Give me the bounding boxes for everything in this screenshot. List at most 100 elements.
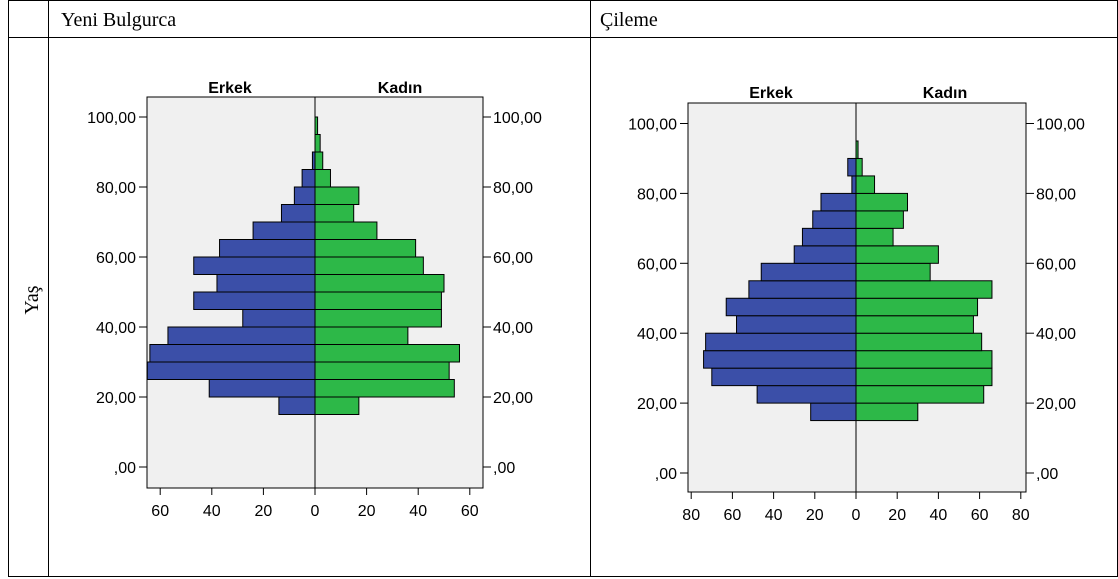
y-tick-label-right: 60,00 [493, 250, 533, 267]
bar-female [314, 379, 455, 398]
y-tick-label-left: 20,00 [637, 396, 677, 413]
female-label: Kadın [923, 85, 967, 102]
bar-female [855, 280, 993, 299]
bar-female [314, 309, 442, 328]
bar-female [314, 326, 409, 345]
y-tick-label-left: ,00 [114, 460, 136, 477]
bar-male [208, 379, 316, 398]
bar-female [314, 256, 424, 275]
x-tick-label: 40 [203, 503, 221, 520]
bar-male [756, 385, 857, 404]
y-tick-label-left: 20,00 [96, 390, 136, 407]
y-tick-label-right: 40,00 [493, 320, 533, 337]
y-tick-label-left: 40,00 [96, 320, 136, 337]
bar-male [193, 256, 316, 275]
bar-female [855, 157, 863, 177]
y-tick-label-left: 100,00 [87, 110, 136, 127]
bar-male [812, 210, 857, 229]
x-tick-label: 60 [724, 507, 742, 524]
bar-male [703, 350, 857, 369]
x-tick-label: 0 [852, 507, 861, 524]
bar-male [847, 157, 857, 177]
y-tick-label-right: 60,00 [1036, 256, 1076, 273]
x-tick-label: 60 [151, 503, 169, 520]
x-tick-label: 40 [409, 503, 427, 520]
population-pyramid-yeni-bulgurca: ,00 ,00 20,00 20,00 40,00 40,00 60,00 60,00 80,0… [87, 80, 542, 520]
male-label: Erkek [208, 80, 252, 97]
bar-female [314, 239, 417, 258]
y-tick-label-right: 20,00 [1036, 396, 1076, 413]
y-tick-label-right: 100,00 [1036, 117, 1085, 134]
y-tick-label-right: 80,00 [1036, 186, 1076, 203]
bar-female [855, 350, 993, 369]
axes: ,00 ,00 20,00 20,00 40,00 40,00 60,00 60,00 80,0… [87, 97, 542, 520]
bar-female [314, 291, 442, 310]
bar-male [736, 315, 857, 334]
bar-male [278, 396, 316, 415]
x-tick-label: 40 [765, 507, 783, 524]
bar-female [314, 151, 324, 170]
x-tick-label: 80 [682, 507, 700, 524]
bar-female [855, 192, 908, 212]
male-label: Erkek [749, 85, 793, 102]
bar-male [219, 239, 316, 258]
bar-male [705, 332, 857, 352]
y-tick-label-left: 100,00 [628, 117, 677, 134]
y-tick-label-right: 80,00 [493, 180, 533, 197]
bar-male [793, 245, 857, 264]
bar-male [149, 344, 316, 363]
x-tick-label: 0 [311, 503, 320, 520]
x-tick-label: 20 [888, 507, 906, 524]
y-tick-label-right: ,00 [1036, 466, 1058, 483]
x-tick-label: 40 [930, 507, 948, 524]
bar-female [855, 245, 939, 264]
bar-female [314, 221, 378, 240]
bar-female [314, 169, 331, 188]
bar-female [314, 134, 321, 153]
bar-male [252, 221, 316, 240]
bar-male [851, 175, 857, 194]
row-label-age: Yaş [21, 285, 43, 314]
bars [703, 140, 993, 422]
y-tick-label-right: 20,00 [493, 390, 533, 407]
y-tick-label-right: 40,00 [1036, 326, 1076, 343]
bar-male [242, 309, 316, 328]
header-right-label: Çileme [600, 9, 658, 31]
bar-female [855, 262, 931, 282]
bar-female [314, 274, 445, 293]
bar-female [314, 396, 360, 415]
x-tick-label: 20 [358, 503, 376, 520]
bar-male [167, 326, 316, 345]
axes: ,00 ,00 20,00 20,00 40,00 40,00 60,00 60,00 80,0… [628, 103, 1085, 524]
bar-female [855, 175, 876, 194]
y-tick-label-left: 80,00 [96, 180, 136, 197]
header-left-label: Yeni Bulgurca [61, 9, 176, 31]
bar-female [855, 297, 979, 317]
bar-male [146, 361, 316, 380]
x-tick-label: 60 [971, 507, 989, 524]
bar-male [301, 169, 316, 188]
bar-female [314, 344, 460, 363]
bar-male [760, 262, 857, 282]
bar-male [216, 274, 316, 293]
bar-male [280, 204, 316, 223]
bar-female [855, 210, 904, 229]
y-tick-label-left: 60,00 [637, 256, 677, 273]
bar-male [801, 227, 857, 247]
y-tick-label-left: 80,00 [637, 186, 677, 203]
y-tick-label-left: ,00 [655, 466, 677, 483]
bar-female [855, 315, 974, 334]
bar-male [725, 297, 857, 317]
y-tick-label-right: 100,00 [493, 110, 542, 127]
bar-female [855, 367, 993, 387]
x-tick-label: 80 [1012, 507, 1030, 524]
bar-female [855, 385, 985, 404]
x-tick-label: 20 [255, 503, 273, 520]
female-label: Kadın [378, 80, 422, 97]
x-tick-label: 60 [461, 503, 479, 520]
y-tick-label-right: ,00 [493, 460, 515, 477]
bar-female [855, 332, 983, 352]
bar-female [855, 402, 919, 422]
bar-male [293, 186, 316, 205]
